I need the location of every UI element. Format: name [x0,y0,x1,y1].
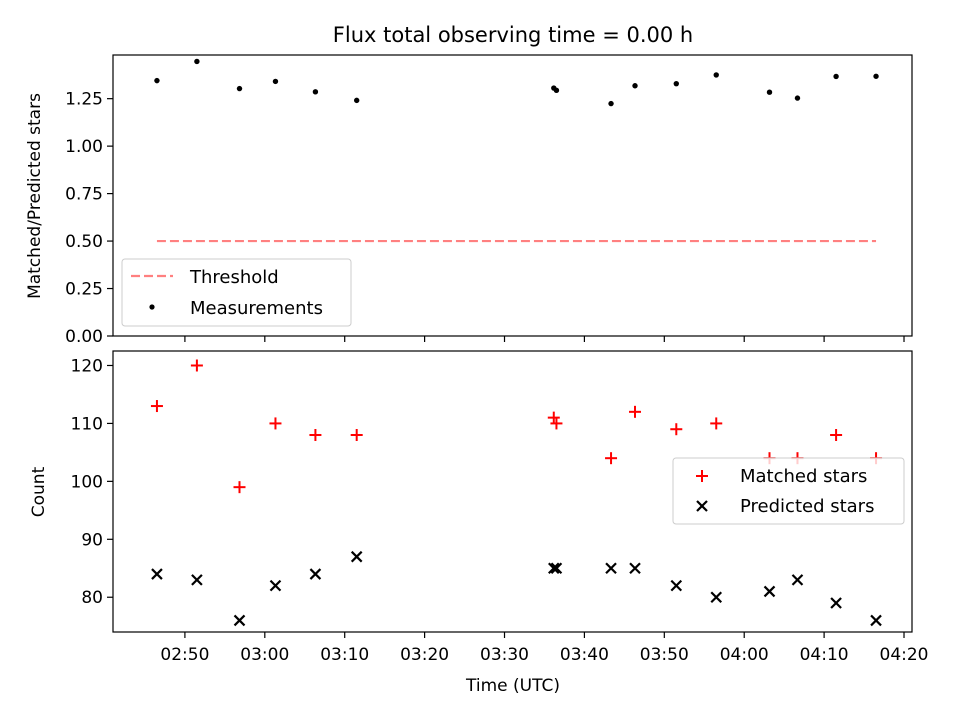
bottom-y-tick-label: 80 [81,588,103,608]
x-axis-label: Time (UTC) [465,676,560,696]
top-axes-frame [112,54,913,337]
predicted-star-point [710,591,723,604]
predicted-star-point [830,597,842,609]
measurement-point [673,80,679,87]
top-y-tick-label: 0.25 [65,280,103,300]
predicted-star-point [191,574,203,586]
x-tick-label: 03:10 [320,645,369,665]
bottom-y-tick-label: 120 [71,356,103,376]
top-y-tick-label: 0.50 [65,232,103,252]
matched-star-point [550,417,563,430]
matched-star-point [629,405,642,418]
measurement-point [713,72,719,78]
chart-title: Flux total observing time = 0.00 h [333,23,693,47]
top-legend: Threshold Measurements [121,258,352,327]
predicted-star-point [763,585,776,598]
bottom-x-ticks: 02:50 03:00 03:10 03:20 03:30 03:40 03:50 04:00… [160,632,929,665]
legend-measurements-label: Measurements [190,298,323,319]
matched-star-point [830,429,843,442]
legend-predicted-swatch [696,500,708,512]
matched-star-point [269,417,282,430]
measurement-point [353,97,360,104]
bottom-y-tick-label: 110 [71,414,103,434]
x-tick-label: 04:00 [720,645,769,665]
predicted-star-point [550,562,563,575]
matched-star-point [309,429,322,442]
measurement-point [236,85,243,92]
x-tick-label: 03:30 [480,645,529,665]
predicted-star-point [629,562,641,575]
top-plot-marks [154,58,879,243]
x-tick-label: 03:50 [640,645,689,665]
top-y-ticks: 0.00 0.25 0.50 0.75 1.00 1.25 [65,90,113,347]
x-tick-label: 03:20 [400,645,449,665]
legend-predicted-label: Predicted stars [740,496,874,517]
predicted-star-point [269,579,282,592]
measurement-point [608,100,614,107]
matched-star-point [233,481,246,494]
measurement-point [154,77,160,84]
top-panel: 0.00 0.25 0.50 0.75 1.00 1.25 Matched/Predict… [25,54,913,347]
x-tick-label: 03:40 [560,645,609,665]
measurement-point [833,73,839,80]
legend-matched-label: Matched stars [740,466,867,487]
predicted-star-point [233,614,246,627]
measurement-point [553,87,560,94]
predicted-star-point [350,550,363,563]
top-legend-box [121,258,352,327]
matched-star-point [190,359,203,372]
legend-measurements-swatch [149,304,155,310]
predicted-star-point [670,579,683,592]
matched-star-point [710,417,723,430]
top-y-tick-label: 0.00 [65,327,103,347]
bottom-y-tick-label: 100 [71,472,103,492]
matched-star-point [605,452,618,465]
bottom-axes-frame [112,350,913,633]
matched-star-point [670,423,683,436]
legend-threshold-label: Threshold [189,267,279,288]
top-y-tick-label: 0.75 [65,185,103,205]
measurement-point [272,78,279,85]
predicted-star-point [548,562,560,575]
bottom-legend: Matched stars Predicted stars [672,457,905,525]
x-tick-label: 02:50 [160,645,209,665]
predicted-star-point [309,568,322,580]
matched-star-point [547,411,560,424]
predicted-star-point [791,574,804,586]
measurement-point [312,89,319,95]
predicted-star-point [605,562,617,575]
top-y-tick-label: 1.25 [65,90,103,110]
top-y-tick-label: 1.00 [65,137,103,157]
measurement-point [632,83,638,89]
bottom-plot-marks [150,359,883,627]
measurement-point [794,95,801,101]
matched-star-point [350,429,363,442]
x-tick-label: 03:00 [240,645,289,665]
matched-star-point [150,400,163,413]
measurement-point [766,89,773,95]
predicted-star-point [870,614,882,627]
x-tick-label: 04:20 [880,645,929,665]
x-tick-label: 04:10 [800,645,849,665]
predicted-star-point [151,568,163,580]
legend-matched-swatch [696,470,708,482]
measurement-point [194,58,200,65]
bottom-legend-box [672,457,905,525]
top-y-axis-label: Matched/Predicted stars [25,93,45,299]
top-x-ticks [184,336,905,342]
bottom-y-ticks: 80 90 100 110 120 [71,356,113,608]
bottom-y-tick-label: 90 [81,530,103,550]
measurement-point [873,73,879,79]
bottom-y-axis-label: Count [29,466,49,517]
